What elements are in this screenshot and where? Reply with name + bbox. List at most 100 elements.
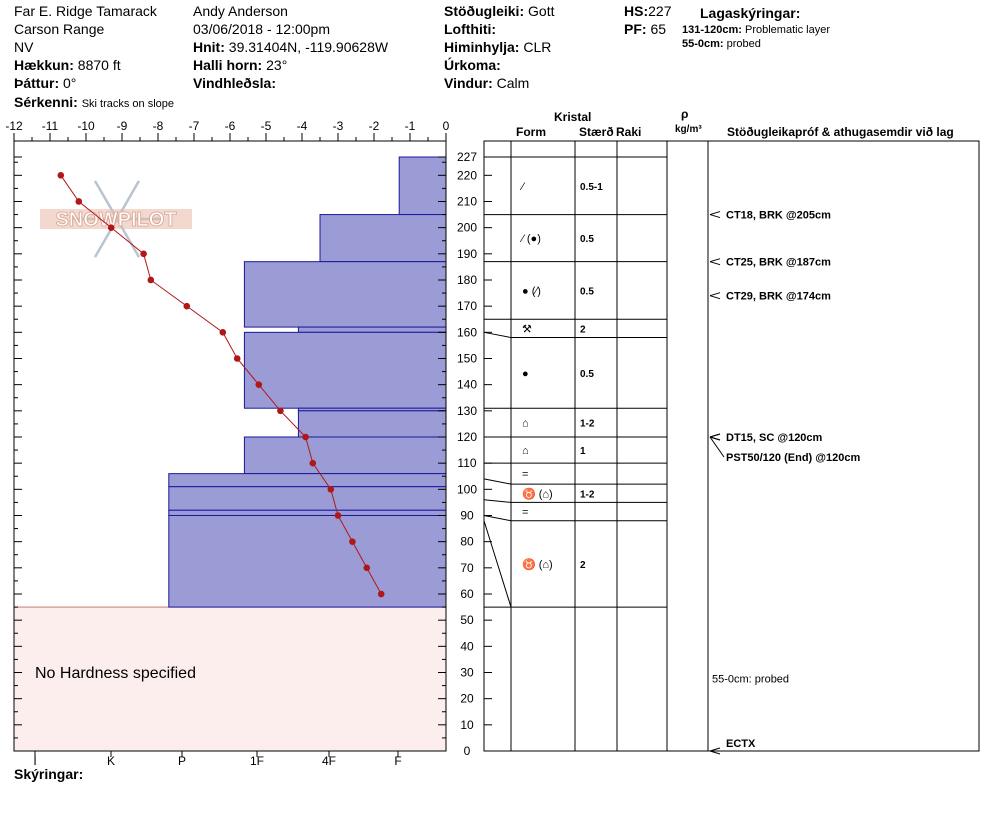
hardness-tick-label: P: [178, 754, 186, 768]
test-annotation-label: DT15, SC @120cm: [726, 432, 823, 444]
location-line-1: Far E. Ridge Tamarack: [14, 3, 157, 19]
temperature-point: [57, 172, 65, 179]
coordinates-label: Hnit:: [193, 39, 225, 55]
temperature-point: [75, 198, 83, 205]
logo-banner: [40, 209, 192, 229]
crystal-size-label: 2: [580, 560, 586, 571]
height-tick-label: 10: [460, 718, 474, 732]
layer-connector: [483, 331, 512, 339]
features: Sérkenni: Ski tracks on slope: [14, 94, 174, 110]
annotation-leader: [709, 436, 725, 458]
height-tick-label: 60: [460, 587, 474, 601]
logo-text: SNOWPILOT: [55, 209, 176, 231]
temp-tick-label: -5: [261, 119, 272, 133]
layer-connector: [483, 520, 512, 608]
temp-tick-label: -6: [225, 119, 236, 133]
moisture-header: Raki: [616, 125, 642, 139]
crystal-size-label: 0.5: [580, 369, 594, 380]
hardness-layer-bar: [398, 156, 447, 216]
crystal-size-label: 1: [580, 446, 586, 457]
height-tick-label: 150: [457, 351, 477, 365]
pf-label: PF:: [624, 21, 647, 37]
density-unit: kg/m³: [675, 124, 702, 135]
temperature-point: [334, 512, 342, 519]
temperature-point: [327, 486, 335, 493]
temp-tick-label: -1: [405, 119, 416, 133]
crystal-form-symbol: ♉ (⌂): [522, 558, 553, 571]
hardness-layer-bar: [243, 331, 447, 409]
crystal-form-symbol: ● (⁄): [522, 285, 541, 297]
crystal-size-label: 1-2: [580, 419, 595, 430]
pf: PF: 65: [624, 21, 666, 37]
precip-label: Úrkoma:: [444, 57, 501, 73]
slope-value: 23°: [266, 57, 288, 73]
temp-tick-label: -7: [189, 119, 200, 133]
hardness-tick-label: I: [33, 754, 36, 768]
annotation-arrow: [709, 211, 721, 216]
temperature-point: [302, 433, 309, 441]
elevation-value: 8870 ft: [77, 57, 121, 73]
hardness-tick-label: K: [107, 754, 115, 768]
annotation-arrow: [709, 261, 721, 266]
height-tick-label: 227: [457, 150, 477, 164]
temp-tick-label: -8: [153, 119, 164, 133]
hardness-layer-bar: [297, 326, 447, 333]
legend-label: Skýringar:: [14, 766, 84, 782]
observer: Andy Anderson: [193, 3, 288, 19]
annotation-arrow: [709, 258, 721, 263]
crystal-form-symbol: ⌂: [522, 418, 529, 430]
wind-value: Calm: [496, 75, 530, 91]
no-hardness-text: No Hardness specified: [35, 665, 196, 682]
no-hardness-area: [13, 606, 447, 752]
size-header: Stærð: [579, 125, 614, 139]
height-tick-label: 90: [460, 508, 474, 522]
wind-loading-label: Vindhleðsla:: [193, 75, 276, 91]
layer-connector: [483, 478, 512, 485]
hardness-layer-bar: [168, 486, 447, 511]
layer-note-2-range: 55-0cm:: [682, 38, 724, 50]
height-tick-label: 80: [460, 535, 474, 549]
stability-label: Stöðugleiki:: [444, 3, 525, 19]
height-tick-label: 110: [457, 456, 476, 470]
height-tick-label: 180: [457, 273, 477, 287]
crystal-size-label: 0.5: [580, 234, 594, 245]
temperature-point: [147, 276, 155, 284]
aspect-value: 0°: [63, 75, 77, 91]
annotation-arrow: [709, 747, 721, 752]
temperature-point: [363, 564, 371, 572]
annotation-arrow: [709, 433, 721, 438]
features-value: Ski tracks on slope: [81, 98, 175, 110]
hardness-layer-bar: [168, 514, 447, 608]
hs-label: HS:: [624, 3, 649, 19]
hardness-tick-label: 4F: [322, 754, 336, 768]
sky-value: CLR: [523, 39, 552, 55]
features-label: Sérkenni:: [14, 94, 78, 110]
layer-connector: [483, 515, 512, 522]
hs: HS:227: [624, 3, 671, 19]
temp-tick-label: -10: [77, 119, 95, 133]
height-tick-label: 120: [457, 430, 477, 444]
crystal-form-symbol: ⁄: [519, 181, 526, 193]
crystal-form-symbol: =: [522, 507, 528, 519]
sky-label: Himinhylja:: [444, 39, 520, 55]
height-tick-label: 190: [457, 247, 477, 261]
hardness-layer-bar: [243, 261, 447, 328]
coordinates: Hnit: 39.31404N, -119.90628W: [193, 39, 388, 55]
height-tick-label: 50: [460, 613, 474, 627]
sky: Himinhylja: CLR: [444, 39, 551, 55]
height-tick-label: 130: [457, 404, 477, 418]
hardness-layer-bar: [319, 214, 447, 263]
temp-tick-label: -11: [42, 119, 59, 133]
temperature-point: [219, 329, 227, 336]
temp-tick-label: -3: [333, 119, 344, 133]
right-panel-frame: [483, 140, 980, 752]
height-tick-label: 30: [460, 665, 474, 679]
crystal-header: Kristal: [554, 110, 592, 124]
slope-label: Halli horn:: [193, 57, 263, 73]
hardness-tick-label: 1F: [250, 754, 264, 768]
form-header: Form: [516, 125, 546, 139]
temperature-point: [233, 355, 241, 362]
datetime: 03/06/2018 - 12:00pm: [193, 21, 330, 37]
crystal-size-label: 0.5-1: [580, 182, 603, 193]
